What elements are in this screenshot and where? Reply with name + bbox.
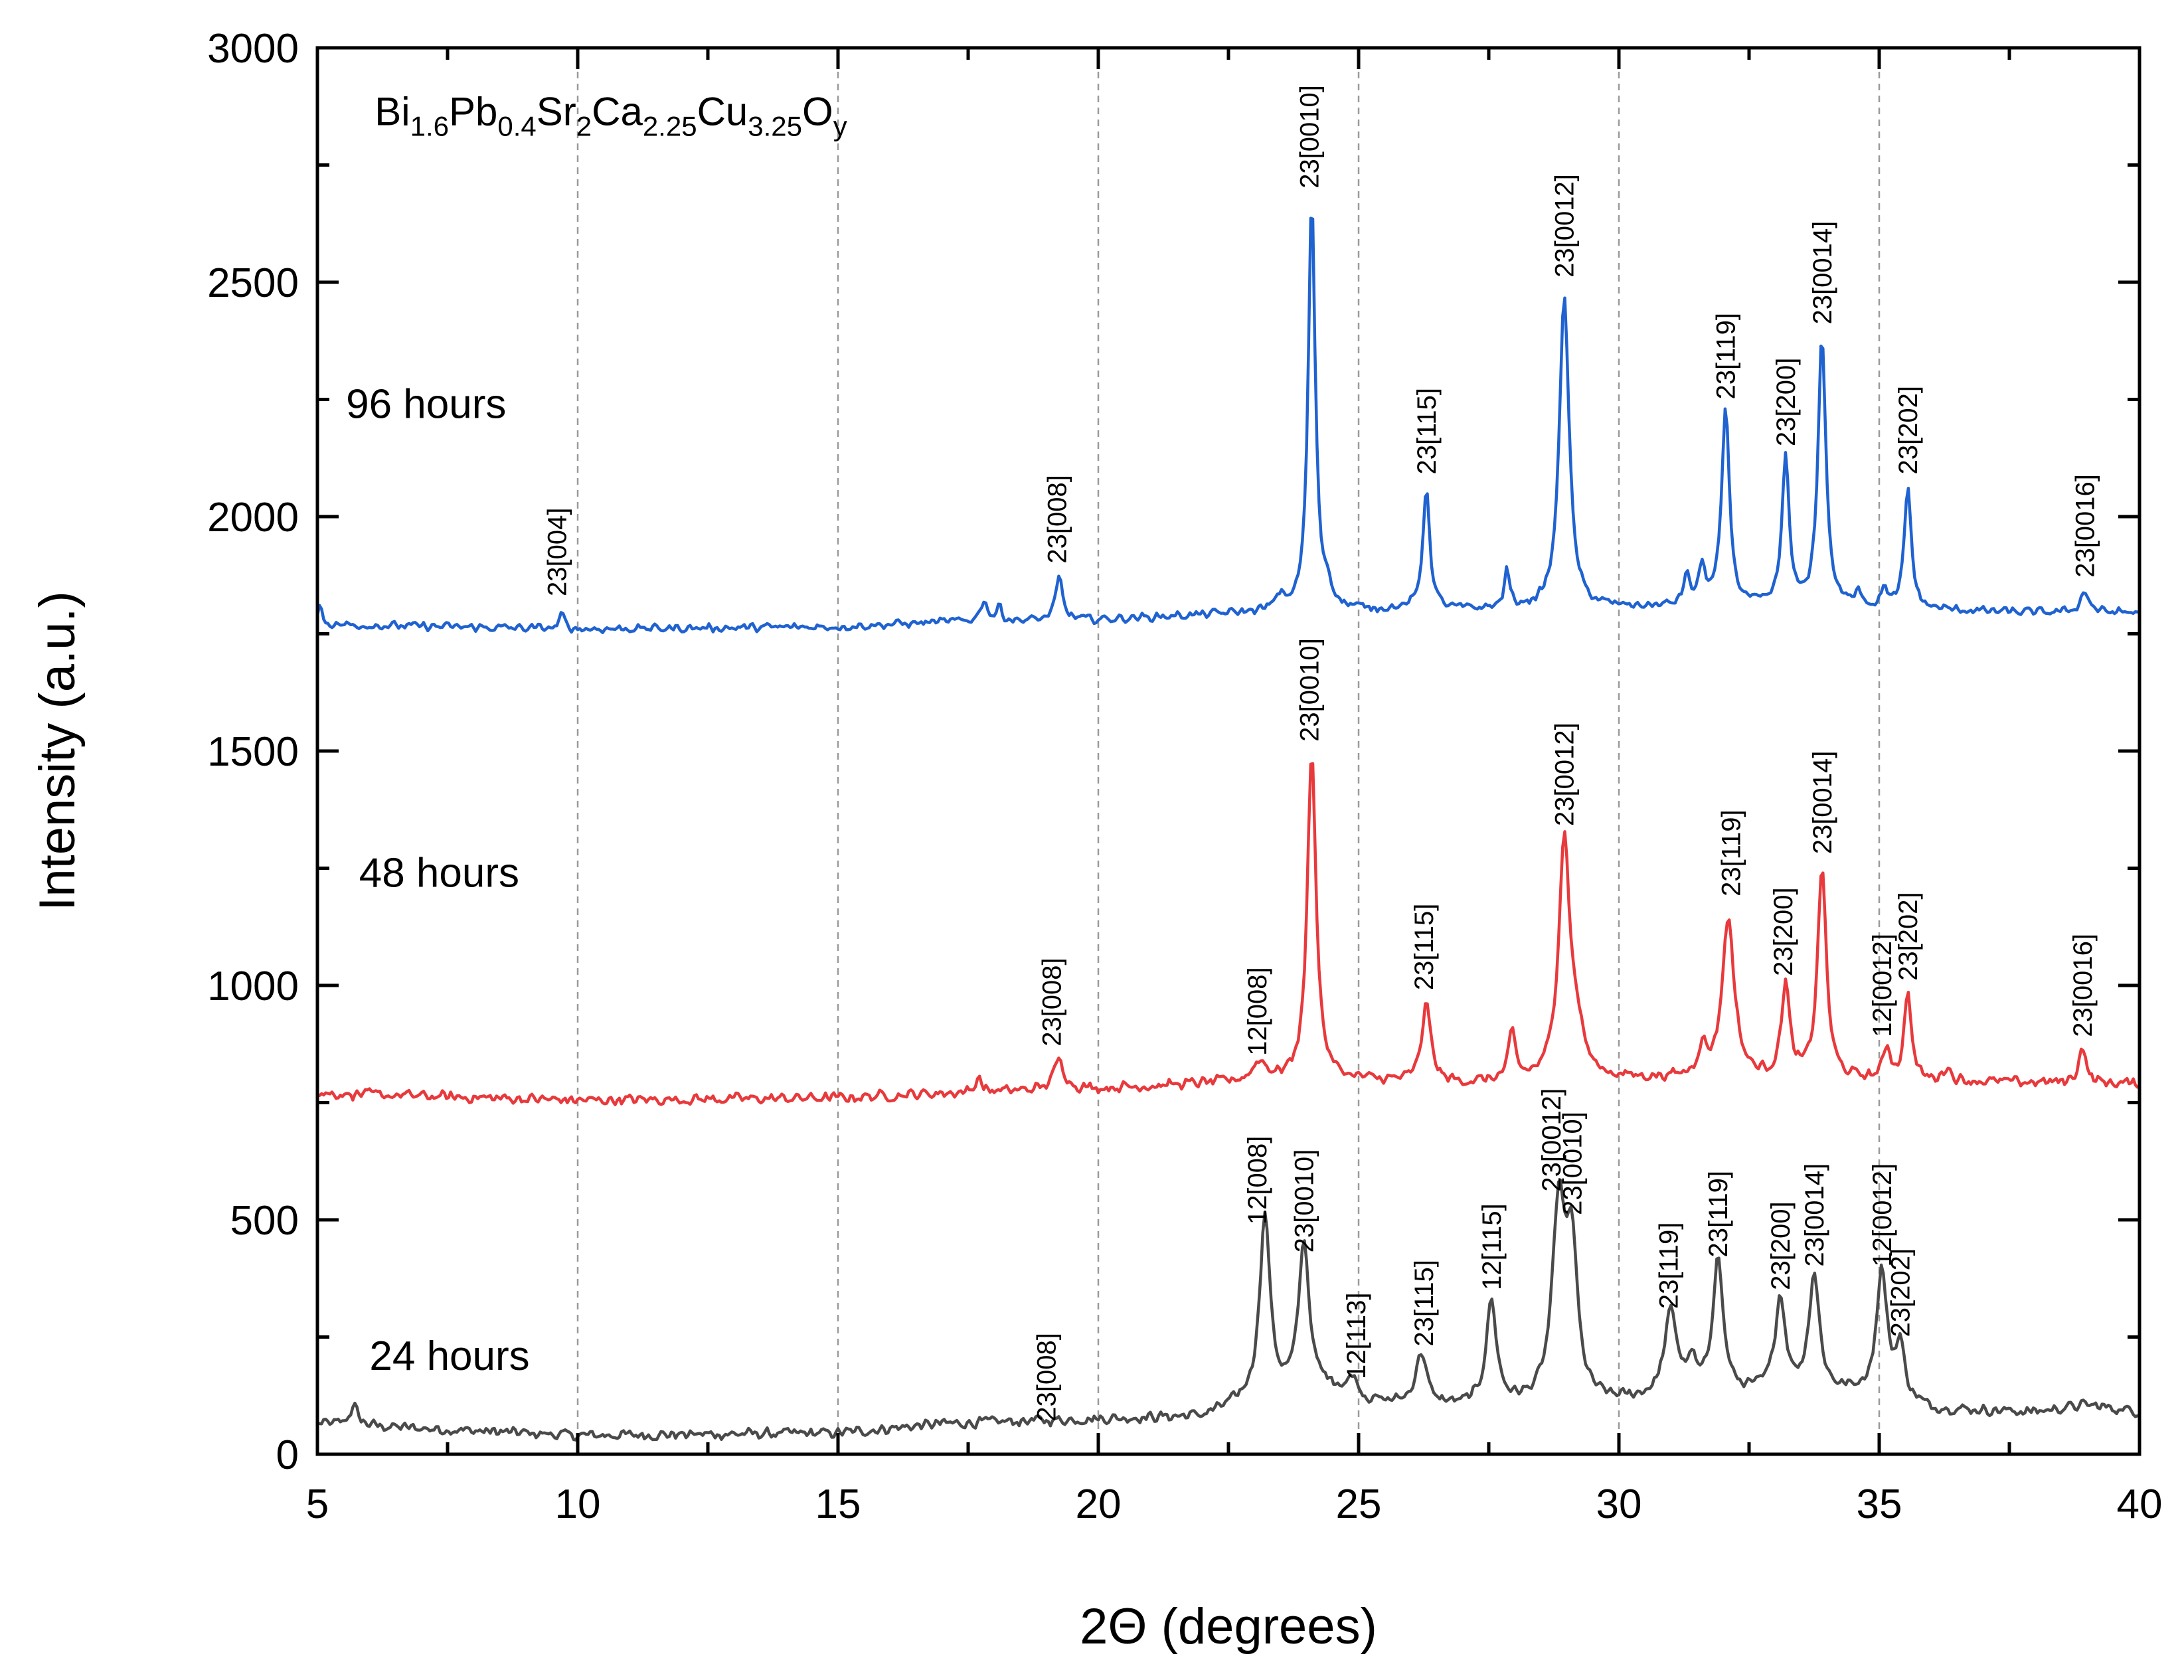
peak-label: 23[008] bbox=[1033, 1333, 1062, 1421]
formula-element: O bbox=[802, 89, 833, 133]
peak-label: 23[0010] bbox=[1296, 638, 1325, 742]
peak-label: 12[0012] bbox=[1868, 1163, 1897, 1267]
peak-labels: 23[008] 12[008] 23[0010] 12[113] 23[115] 12[1… bbox=[543, 85, 2100, 1422]
peak-label: 12[113] bbox=[1342, 1293, 1371, 1380]
peak-label: 23[0014] bbox=[1800, 1163, 1829, 1267]
axis-ticks: 5 10 15 20 25 30 35 40 0 500 1000 1500 2000 2500 3000 bbox=[207, 26, 2162, 1527]
peak-label: 23[119] bbox=[1712, 313, 1741, 400]
x-tick-label: 20 bbox=[1076, 1481, 1122, 1527]
y-tick-label: 1500 bbox=[207, 729, 299, 775]
formula-subscript: y bbox=[833, 110, 847, 141]
series-label: 24 hours bbox=[369, 1333, 529, 1379]
x-tick-label: 40 bbox=[2117, 1481, 2163, 1527]
y-tick-label: 2500 bbox=[207, 260, 299, 306]
y-tick-label: 3000 bbox=[207, 26, 299, 72]
peak-label: 23[202] bbox=[1894, 386, 1923, 474]
series-label: 48 hours bbox=[359, 851, 519, 896]
peak-label: 23[0010] bbox=[1558, 1112, 1587, 1215]
peak-label: 23[0012] bbox=[1551, 174, 1580, 278]
series-48-hours bbox=[317, 762, 2140, 1106]
peak-label: 23[119] bbox=[1717, 809, 1746, 896]
x-tick-label: 25 bbox=[1336, 1481, 1382, 1527]
peak-label: 23[115] bbox=[1410, 1260, 1439, 1347]
peak-label: 23[0012] bbox=[1537, 1088, 1566, 1192]
peak-label: 12[115] bbox=[1477, 1203, 1507, 1290]
x-tick-label: 15 bbox=[815, 1481, 861, 1527]
formula-subscript: 2.25 bbox=[643, 110, 697, 141]
series-24-hours bbox=[316, 1179, 2140, 1442]
series-labels: 24 hours 48 hours 96 hours bbox=[346, 382, 530, 1379]
y-axis-title: Intensity (a.u.) bbox=[29, 591, 86, 911]
y-tick-label: 0 bbox=[276, 1432, 299, 1478]
peak-label: 23[0010] bbox=[1290, 1149, 1319, 1253]
peak-label: 23[200] bbox=[1766, 1201, 1796, 1290]
peak-label: 12[008] bbox=[1243, 967, 1272, 1055]
y-tick-label: 1000 bbox=[207, 964, 299, 1009]
formula-element: Ca bbox=[592, 89, 643, 133]
formula-subscript: 2 bbox=[576, 110, 592, 141]
peak-label: 23[115] bbox=[1410, 904, 1439, 991]
peak-label: 23[200] bbox=[1772, 358, 1801, 446]
peak-label: 23[202] bbox=[1894, 892, 1923, 980]
y-tick-label: 2000 bbox=[207, 495, 299, 541]
peak-label: 23[008] bbox=[1043, 475, 1072, 563]
peak-label: 23[0014] bbox=[1808, 221, 1837, 325]
peak-label: 23[200] bbox=[1769, 887, 1798, 975]
peak-label: 23[0010] bbox=[1296, 85, 1325, 189]
chemical-formula: Bi1.6Pb0.4Sr2Ca2.25Cu3.25Oy bbox=[375, 89, 847, 141]
peak-label: 12[008] bbox=[1243, 1136, 1272, 1224]
formula-subscript: 0.4 bbox=[497, 110, 536, 141]
formula-element: Cu bbox=[697, 89, 748, 133]
formula-element: Sr bbox=[537, 89, 576, 133]
x-tick-label: 10 bbox=[555, 1481, 601, 1527]
formula-element: Pb bbox=[449, 89, 497, 133]
peak-label: 23[0016] bbox=[2071, 474, 2100, 578]
x-tick-label: 30 bbox=[1596, 1481, 1642, 1527]
y-tick-label: 500 bbox=[230, 1198, 299, 1244]
series-label: 96 hours bbox=[346, 382, 506, 428]
x-axis-title: 2Θ (degrees) bbox=[1080, 1598, 1377, 1655]
peak-label: 23[0016] bbox=[2068, 934, 2098, 1037]
peak-label: 23[0014] bbox=[1808, 751, 1837, 855]
peak-label: 23[115] bbox=[1412, 388, 1442, 475]
formula-element: Bi bbox=[375, 89, 410, 133]
x-tick-label: 5 bbox=[306, 1481, 329, 1527]
peak-label: 12[0012] bbox=[1868, 934, 1897, 1037]
peak-label: 23[004] bbox=[543, 508, 572, 596]
formula-subscript: 3.25 bbox=[748, 110, 802, 141]
peak-label: 23[202] bbox=[1886, 1248, 1915, 1337]
peak-label: 23[119] bbox=[1655, 1222, 1684, 1309]
peak-label: 23[119] bbox=[1704, 1171, 1733, 1258]
x-tick-label: 35 bbox=[1857, 1481, 1902, 1527]
series-lines bbox=[315, 216, 2140, 1442]
peak-label: 23[0012] bbox=[1551, 722, 1580, 826]
vertical-gridlines bbox=[576, 48, 1881, 1454]
series-96-hours bbox=[315, 216, 2140, 634]
peak-label: 23[008] bbox=[1037, 958, 1066, 1046]
formula-subscript: 1.6 bbox=[410, 110, 449, 141]
